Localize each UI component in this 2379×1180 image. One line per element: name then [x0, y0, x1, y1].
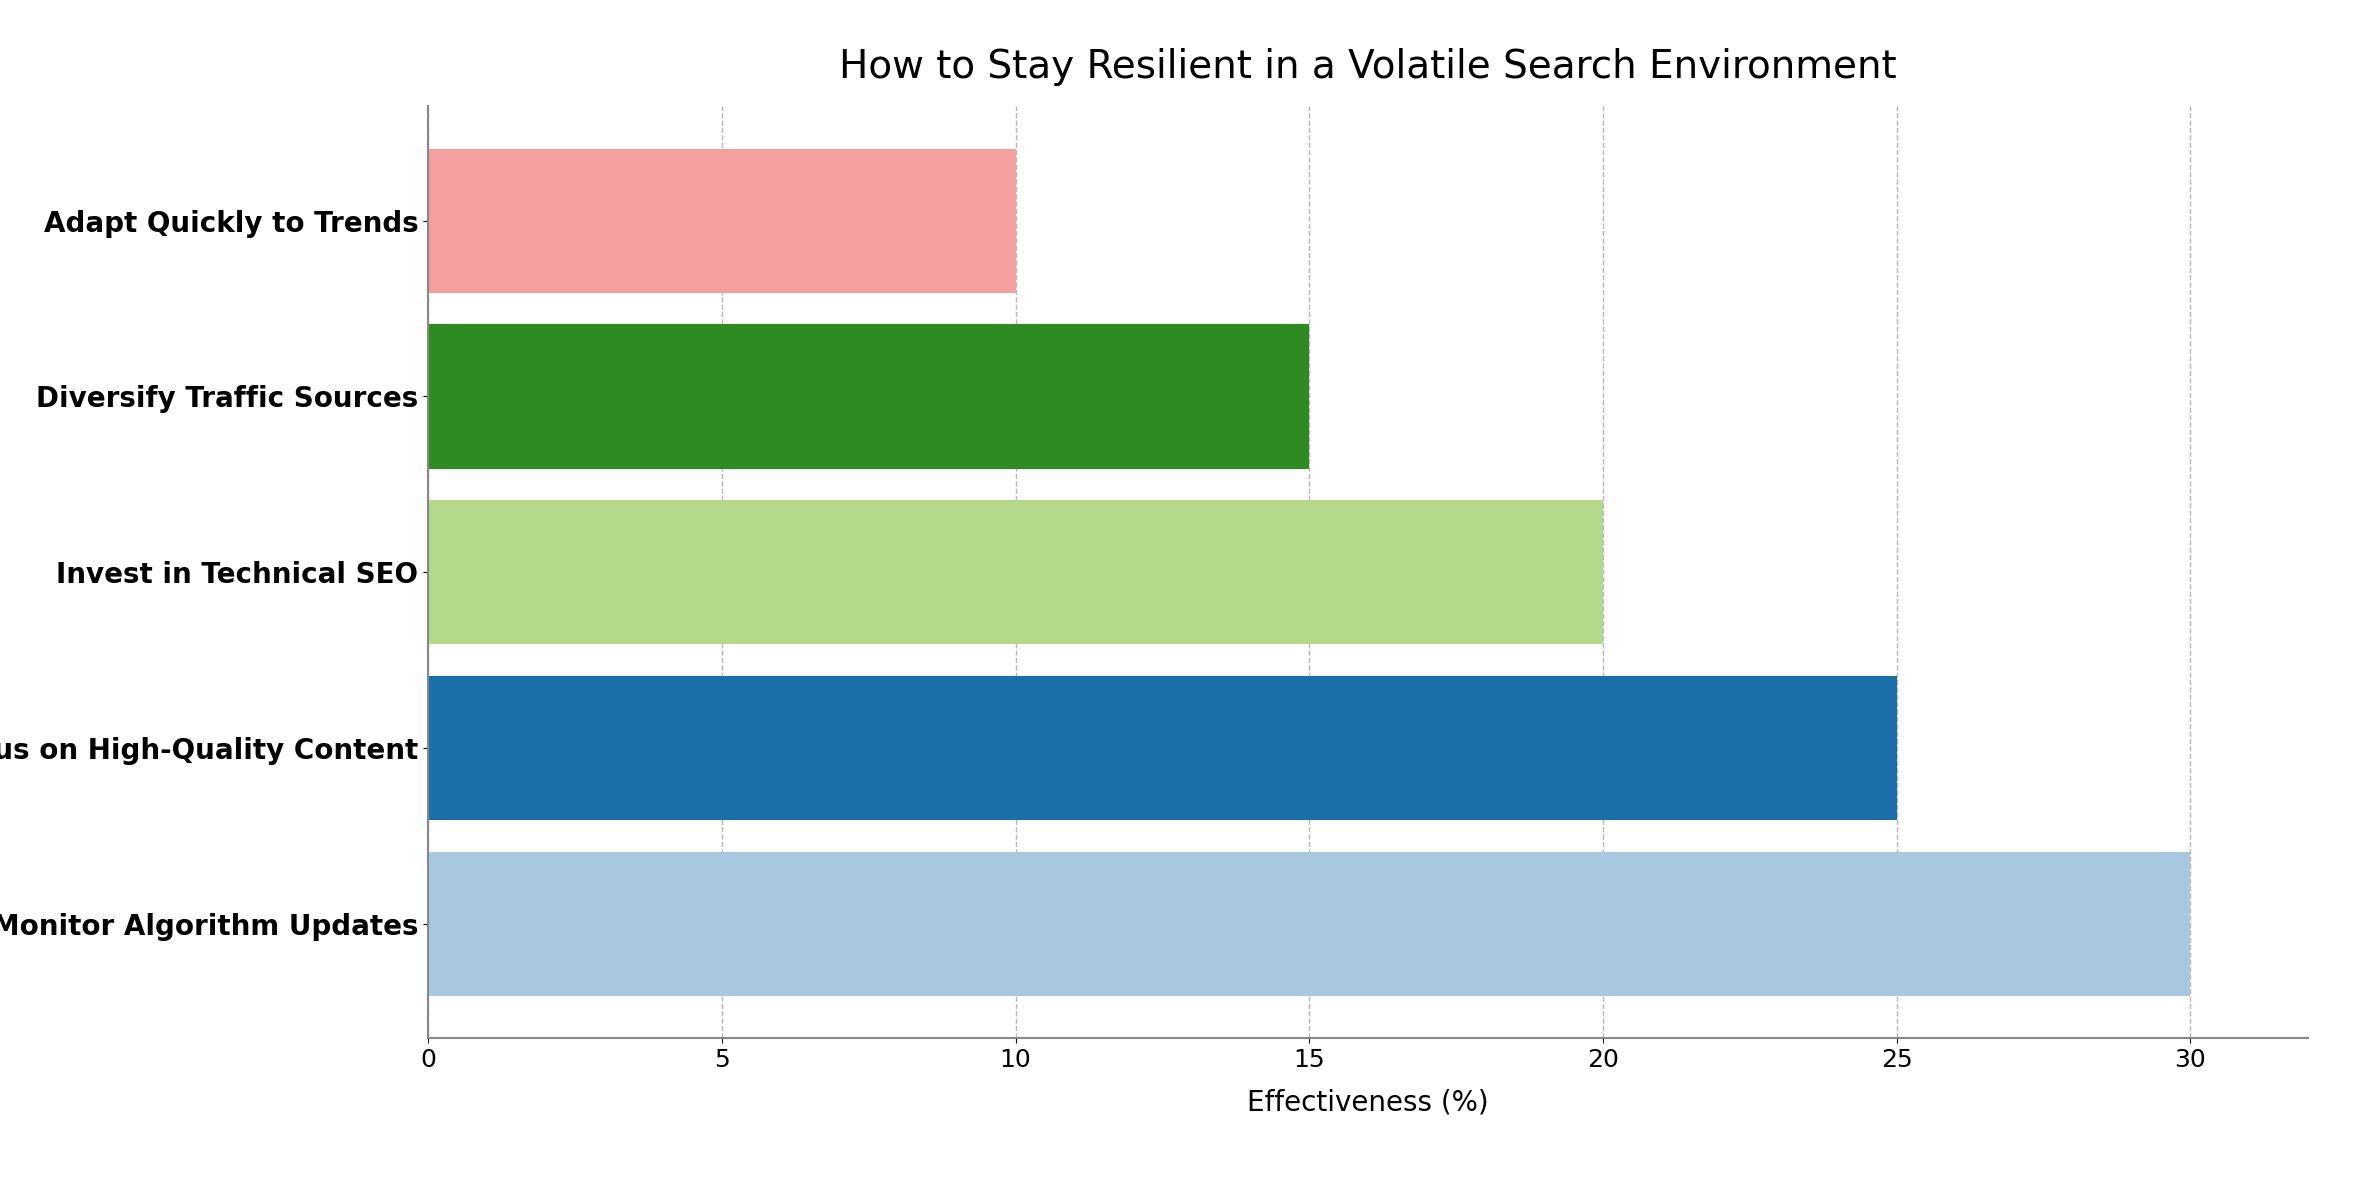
Bar — [428, 500, 1603, 644]
Title: How to Stay Resilient in a Volatile Search Environment: How to Stay Resilient in a Volatile Sear… — [840, 48, 1896, 86]
X-axis label: Effectiveness (%): Effectiveness (%) — [1247, 1089, 1489, 1116]
Bar — [428, 324, 1308, 468]
Bar — [428, 149, 1016, 293]
Bar — [428, 852, 2191, 996]
Bar — [428, 676, 1896, 820]
